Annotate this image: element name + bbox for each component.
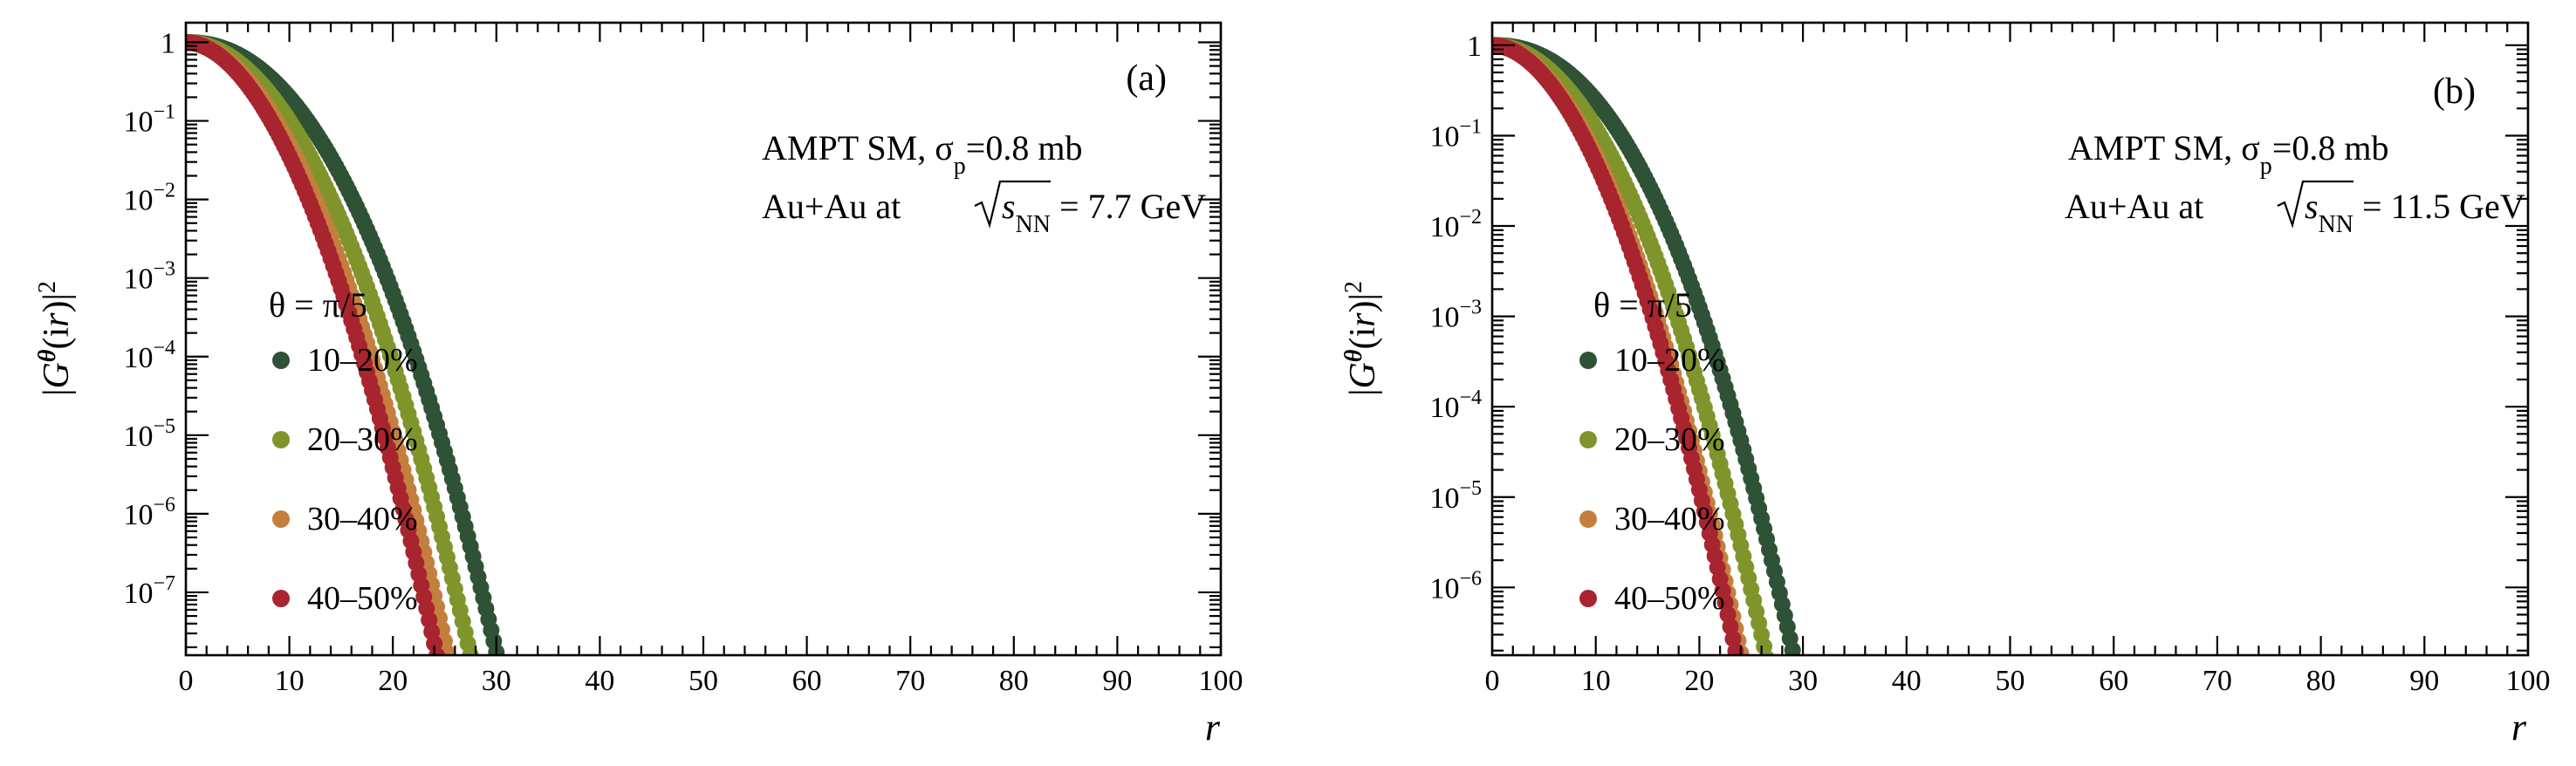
panel-a-legend-marker xyxy=(272,352,290,369)
panel-b-system-prefix: Au+Au at xyxy=(2065,187,2212,226)
panel-b-model-sub: p xyxy=(2260,153,2272,180)
panel-a-y-tick-label: 1 xyxy=(161,28,175,60)
panel-a-y-tick-label: 10−4 xyxy=(123,337,175,374)
panel-b-model-value: =0.8 mb xyxy=(2272,128,2389,168)
panel-b-y-tick-label: 10−6 xyxy=(1429,567,1482,605)
panel-b-x-tick-label: 100 xyxy=(2506,665,2551,697)
panel-a-x-tick-label: 60 xyxy=(792,665,822,697)
panel-b-legend-marker xyxy=(1579,510,1597,528)
panel-a-legend-label: 20–30% xyxy=(307,421,418,458)
panel-a-x-tick-label: 20 xyxy=(378,665,408,697)
panel-a-legend-marker xyxy=(272,431,290,448)
panel-b-x-tick-label: 40 xyxy=(1892,665,1922,697)
panel-b-sqrt-sub: NN xyxy=(2319,211,2353,238)
panel-a-sqrt-text: sNN = 7.7 GeV xyxy=(1002,187,1206,238)
panel-b-sqrt-s: s xyxy=(2305,187,2319,226)
panel-a-point xyxy=(431,660,448,676)
panel-b-point xyxy=(1761,662,1778,679)
panel-b-legend-marker xyxy=(1579,352,1597,369)
panel-b-x-tick-label: 20 xyxy=(1684,665,1714,697)
panel-b-system-note: Au+Au at sNN = 11.5 GeV xyxy=(2065,181,2525,238)
panel-b-point xyxy=(1735,657,1751,674)
panel-a-x-tick-label: 40 xyxy=(585,665,614,697)
panel-b-tag: (b) xyxy=(2433,72,2476,112)
panel-b-x-tick-label: 90 xyxy=(2409,665,2439,697)
panel-b-frame xyxy=(1492,23,2528,655)
panel-a-model-note: AMPT SM, σp=0.8 mb xyxy=(762,128,1082,180)
panel-a-system-prefix: Au+Au at xyxy=(762,187,909,226)
panel-b-y-tick-label: 10−4 xyxy=(1429,386,1482,424)
panel-b-model-note: AMPT SM, σp=0.8 mb xyxy=(2068,128,2388,180)
panel-b: 0 10 20 30 40 50 60 70 80 90 100 1 10−1 10−2 10−3 10−4… xyxy=(1340,23,2551,749)
panel-a-tag: (a) xyxy=(1126,58,1167,99)
panel-b-legend-label: 40–50% xyxy=(1614,580,1725,617)
panel-a-x-tick-label: 10 xyxy=(275,665,305,697)
panel-b-x-tick-label: 10 xyxy=(1581,665,1611,697)
panel-a-legend-marker xyxy=(272,510,290,528)
panel-a-x-tick-label: 50 xyxy=(689,665,718,697)
panel-a-legend-marker xyxy=(272,590,290,607)
panel-a-point xyxy=(442,656,458,673)
panel-b-legend-title: θ = π/5 xyxy=(1593,285,1692,325)
panel-b-legend-label: 10–20% xyxy=(1614,342,1725,379)
panel-a-y-tick-label: 10−3 xyxy=(123,258,175,296)
panel-a-model-value: =0.8 mb xyxy=(966,128,1083,168)
panel-b-point xyxy=(1737,670,1754,687)
panel-b-legend-label: 30–40% xyxy=(1614,501,1725,537)
panel-b-legend-marker xyxy=(1579,590,1597,607)
panel-b-point xyxy=(1764,674,1780,690)
panel-a-x-tick-label: 100 xyxy=(1199,665,1243,697)
panel-a-legend-label: 10–20% xyxy=(307,342,418,379)
panel-b-y-tick-label: 10−1 xyxy=(1429,115,1482,153)
panel-a-x-label: r xyxy=(1205,706,1221,749)
panel-b-x-tick-label: 70 xyxy=(2203,665,2232,697)
panel-a-y-tick-label: 10−5 xyxy=(123,415,175,453)
panel-b-y-tick-label: 10−2 xyxy=(1429,206,1482,243)
panel-a: 0 10 20 30 40 50 60 70 80 90 100 1 10−1 10−2 10−3 10−4… xyxy=(34,23,1243,749)
panel-a-model-sub: p xyxy=(954,153,966,180)
panel-b-model-text: AMPT SM, σ xyxy=(2068,128,2260,168)
panel-a-legend-label: 30–40% xyxy=(307,501,418,537)
panel-a-y-label: |Gθ(ir)|2 xyxy=(34,281,78,396)
panel-a-y-tick-label: 10−7 xyxy=(123,572,175,610)
panel-a-x-tick-label: 30 xyxy=(482,665,511,697)
panel-b-legend-marker xyxy=(1579,431,1597,448)
panel-a-legend-label: 40–50% xyxy=(307,580,418,617)
panel-a-system-note: Au+Au at sNN = 7.7 GeV xyxy=(762,181,1206,238)
panel-b-x-tick-label: 50 xyxy=(1996,665,2025,697)
panel-b-x-tick-label: 60 xyxy=(2099,665,2128,697)
panel-a-model-text: AMPT SM, σ xyxy=(762,128,954,168)
panel-a-energy: = 7.7 GeV xyxy=(1051,187,1206,226)
panel-a-x-tick-label: 0 xyxy=(179,665,194,697)
panel-b-x-tick-label: 30 xyxy=(1788,665,1818,697)
panel-a-point xyxy=(465,658,482,674)
panel-b-x-tick-label: 80 xyxy=(2306,665,2336,697)
panel-a-y-tick-label: 10−1 xyxy=(123,101,175,139)
panel-a-x-tick-label: 70 xyxy=(895,665,925,697)
panel-a-y-tick-label: 10−2 xyxy=(123,180,175,217)
panel-b-y-label: |Gθ(ir)|2 xyxy=(1340,281,1384,396)
panel-b-y-tick-label: 10−5 xyxy=(1429,477,1482,515)
panel-a-x-tick-label: 90 xyxy=(1102,665,1132,697)
panel-b-point xyxy=(1732,667,1749,684)
panel-b-y-tick-label: 1 xyxy=(1467,31,1482,63)
panel-a-y-tick-label: 10−6 xyxy=(123,494,175,531)
panel-a-legend-title: θ = π/5 xyxy=(269,285,367,325)
panel-b-sqrt-text: sNN = 11.5 GeV xyxy=(2305,187,2525,238)
panel-a-sqrt-sub: NN xyxy=(1016,211,1051,238)
figure: 0 10 20 30 40 50 60 70 80 90 100 110−110−210−310−4… xyxy=(0,0,2576,766)
panel-a-x-tick-label: 80 xyxy=(999,665,1029,697)
panel-b-x-tick-label: 0 xyxy=(1485,665,1500,697)
panel-b-y-tick-label: 10−3 xyxy=(1429,297,1482,334)
panel-a-frame xyxy=(186,23,1221,655)
panel-a-sqrt-s: s xyxy=(1002,187,1016,226)
panel-b-legend-label: 20–30% xyxy=(1614,421,1725,458)
panel-b-point xyxy=(1730,655,1746,672)
panel-a-point xyxy=(444,668,461,685)
panel-b-energy: = 11.5 GeV xyxy=(2353,187,2525,226)
panel-b-x-label: r xyxy=(2511,706,2527,749)
